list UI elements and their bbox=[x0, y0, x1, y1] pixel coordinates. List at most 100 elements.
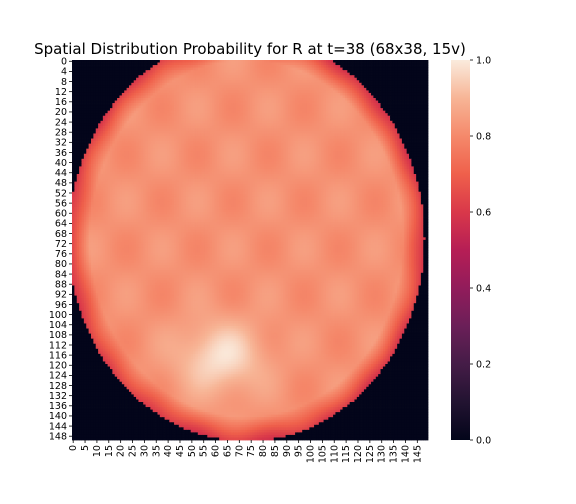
heatmap-cell bbox=[423, 128, 427, 132]
heatmap-cell bbox=[174, 85, 177, 89]
heatmap-cell bbox=[285, 62, 289, 66]
heatmap-cell bbox=[306, 87, 310, 91]
heatmap-cell bbox=[242, 108, 246, 112]
heatmap-cell bbox=[385, 65, 389, 68]
heatmap-cell bbox=[309, 115, 313, 119]
heatmap-cell bbox=[200, 60, 203, 63]
heatmap-cell bbox=[72, 130, 75, 134]
heatmap-cell bbox=[371, 108, 374, 112]
heatmap-cell bbox=[231, 77, 234, 81]
heatmap-cell bbox=[411, 115, 415, 119]
heatmap-cell bbox=[240, 75, 244, 79]
heatmap-cell bbox=[90, 80, 94, 84]
heatmap-cell bbox=[397, 105, 400, 109]
heatmap-cell bbox=[401, 110, 405, 114]
heatmap-cell bbox=[233, 95, 237, 99]
heatmap-cell bbox=[169, 72, 173, 76]
heatmap-cell bbox=[335, 105, 339, 109]
heatmap-cell bbox=[368, 136, 372, 139]
heatmap-cell bbox=[72, 123, 75, 127]
heatmap-cell bbox=[385, 77, 389, 81]
heatmap-cell bbox=[292, 75, 296, 79]
heatmap-cell bbox=[223, 77, 227, 81]
heatmap-cell bbox=[325, 77, 329, 81]
heatmap-cell bbox=[166, 110, 170, 114]
heatmap-cell bbox=[136, 85, 139, 89]
heatmap-cell bbox=[292, 123, 296, 127]
heatmap-cell bbox=[335, 60, 339, 63]
heatmap-cell bbox=[257, 115, 260, 119]
heatmap-cell bbox=[231, 136, 234, 139]
heatmap-cell bbox=[109, 98, 113, 101]
heatmap-cell bbox=[323, 98, 327, 101]
heatmap-cell bbox=[112, 100, 116, 104]
heatmap-cell bbox=[79, 85, 82, 89]
heatmap-cell bbox=[268, 90, 272, 94]
heatmap-cell bbox=[342, 110, 346, 114]
heatmap-cell bbox=[259, 72, 263, 76]
heatmap-cell bbox=[242, 82, 246, 86]
heatmap-cell bbox=[109, 125, 113, 129]
heatmap-cell bbox=[214, 82, 218, 86]
heatmap-cell bbox=[190, 77, 194, 81]
heatmap-cell bbox=[114, 141, 118, 144]
heatmap-cell bbox=[385, 113, 389, 117]
heatmap-cell bbox=[401, 125, 405, 129]
heatmap-cell bbox=[233, 80, 237, 84]
heatmap-cell bbox=[302, 128, 305, 132]
heatmap-cell bbox=[76, 143, 80, 147]
heatmap-cell bbox=[231, 125, 234, 129]
heatmap-cell bbox=[397, 125, 400, 129]
heatmap-cell bbox=[309, 60, 313, 63]
heatmap-cell bbox=[314, 113, 317, 117]
heatmap-cell bbox=[95, 125, 99, 129]
heatmap-cell bbox=[136, 113, 139, 117]
heatmap-cell bbox=[397, 82, 400, 86]
heatmap-cell bbox=[185, 110, 189, 114]
heatmap-cell bbox=[314, 77, 317, 81]
heatmap-cell bbox=[257, 77, 260, 81]
heatmap-cell bbox=[371, 70, 374, 74]
heatmap-cell bbox=[295, 113, 298, 117]
heatmap-cell bbox=[394, 70, 398, 74]
heatmap-cell bbox=[318, 138, 322, 142]
heatmap-cell bbox=[283, 128, 286, 132]
heatmap-cell bbox=[143, 128, 146, 132]
heatmap-cell bbox=[354, 113, 358, 117]
heatmap-cell bbox=[328, 98, 332, 101]
heatmap-cell bbox=[174, 87, 177, 91]
heatmap-cell bbox=[221, 82, 225, 86]
heatmap-cell bbox=[385, 82, 389, 86]
heatmap-cell bbox=[197, 120, 201, 124]
heatmap-cell bbox=[363, 125, 367, 129]
heatmap-cell bbox=[181, 113, 184, 117]
heatmap-cell bbox=[193, 105, 196, 109]
heatmap-cell bbox=[107, 98, 111, 101]
heatmap-cell bbox=[406, 110, 410, 114]
heatmap-cell bbox=[250, 95, 253, 99]
heatmap-cell bbox=[349, 125, 353, 129]
heatmap-cell bbox=[143, 105, 146, 109]
heatmap-cell bbox=[304, 77, 308, 81]
heatmap-cell bbox=[164, 128, 168, 132]
heatmap-cell bbox=[342, 98, 346, 101]
heatmap-cell bbox=[114, 80, 118, 84]
heatmap-cell bbox=[325, 130, 329, 134]
heatmap-cell bbox=[323, 60, 327, 63]
heatmap-cell bbox=[252, 75, 256, 79]
heatmap-cell bbox=[74, 118, 78, 122]
heatmap-cell bbox=[119, 62, 123, 66]
heatmap-cell bbox=[235, 103, 239, 106]
heatmap-cell bbox=[373, 62, 377, 66]
heatmap-cell bbox=[347, 77, 351, 81]
heatmap-cell bbox=[406, 82, 410, 86]
heatmap-cell bbox=[333, 65, 336, 68]
heatmap-cell bbox=[354, 136, 358, 139]
heatmap-cell bbox=[200, 115, 203, 119]
heatmap-cell bbox=[285, 138, 289, 142]
heatmap-cell bbox=[188, 128, 192, 132]
heatmap-cell bbox=[318, 120, 322, 124]
heatmap-cell bbox=[382, 113, 386, 117]
heatmap-cell bbox=[174, 80, 177, 84]
heatmap-cell bbox=[223, 82, 227, 86]
